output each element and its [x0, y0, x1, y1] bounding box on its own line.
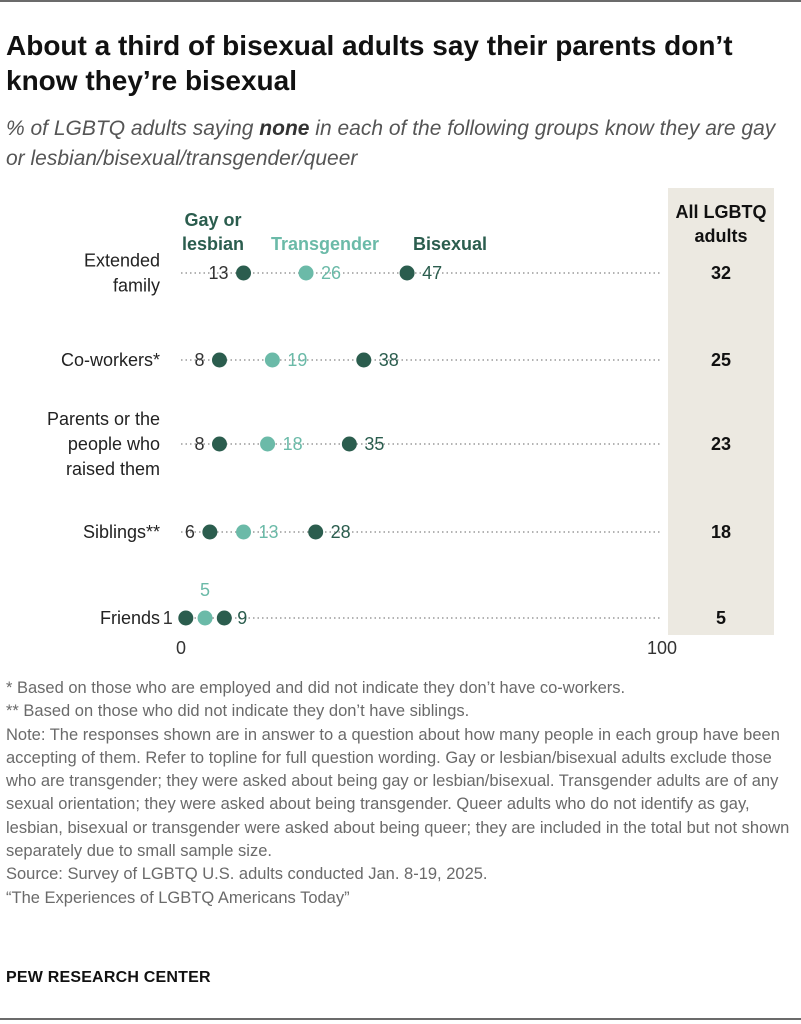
data-label: 6	[185, 522, 195, 542]
report-title-note: “The Experiences of LGBTQ Americans Toda…	[6, 888, 350, 907]
top-rule	[0, 0, 801, 2]
total-value: 32	[711, 263, 731, 283]
total-value: 5	[716, 608, 726, 628]
data-label: 35	[364, 434, 384, 454]
category-label: Co-workers*	[61, 350, 160, 370]
data-point-bisexual	[341, 436, 357, 452]
data-point-bisexual	[308, 524, 324, 540]
x-tick-label: 0	[176, 638, 186, 658]
category-label: people who	[68, 434, 160, 454]
notes-section: * Based on those who are employed and di…	[6, 677, 796, 910]
data-label: 5	[200, 580, 210, 600]
data-point-gay-lesbian	[202, 524, 218, 540]
data-label: 47	[422, 263, 442, 283]
total-value: 18	[711, 522, 731, 542]
chart-title: About a third of bisexual adults say the…	[6, 30, 733, 96]
total-value: 25	[711, 350, 731, 370]
data-label: 8	[194, 350, 204, 370]
legend-label: lesbian	[182, 234, 244, 254]
data-point-bisexual	[356, 352, 372, 368]
category-label: raised them	[66, 459, 160, 479]
data-point-gay-lesbian	[236, 265, 252, 281]
category-label: Parents or the	[47, 409, 160, 429]
data-point-gay-lesbian	[211, 352, 227, 368]
source-note: Source: Survey of LGBTQ U.S. adults cond…	[6, 865, 488, 884]
data-label: 19	[287, 350, 307, 370]
category-label: Siblings**	[83, 522, 160, 542]
data-point-transgender	[197, 610, 213, 626]
data-label: 13	[259, 522, 279, 542]
data-point-transgender	[260, 436, 276, 452]
data-point-bisexual	[399, 265, 415, 281]
data-point-gay-lesbian	[178, 610, 194, 626]
data-label: 28	[331, 522, 351, 542]
data-label: 1	[163, 608, 173, 628]
category-label: family	[113, 276, 160, 296]
legend-label: Bisexual	[413, 234, 487, 254]
data-point-bisexual	[216, 610, 232, 626]
chart-subtitle: % of LGBTQ adults saying none in each of…	[6, 114, 786, 174]
bottom-rule	[0, 1018, 801, 1020]
data-label: 8	[194, 434, 204, 454]
data-point-transgender	[264, 352, 280, 368]
data-label: 9	[237, 608, 247, 628]
data-point-transgender	[298, 265, 314, 281]
total-column-header: adults	[694, 226, 747, 246]
total-column-header: All LGBTQ	[676, 202, 767, 222]
legend-label: Transgender	[271, 234, 379, 254]
data-label: 13	[208, 263, 228, 283]
dot-plot-chart: All LGBTQ adults Gay or lesbian Transgender B…	[47, 188, 774, 658]
total-column-panel	[668, 188, 774, 635]
category-label: Friends	[100, 608, 160, 628]
subtitle-text: % of LGBTQ adults saying	[6, 117, 260, 140]
pew-research-logo-text: PEW RESEARCH CENTER	[6, 969, 211, 986]
legend-label: Gay or	[184, 210, 241, 230]
data-point-gay-lesbian	[211, 436, 227, 452]
data-point-transgender	[236, 524, 252, 540]
subtitle-emphasis: none	[259, 117, 310, 140]
x-tick-label: 100	[647, 638, 677, 658]
footnote-coworkers: * Based on those who are employed and di…	[6, 679, 626, 697]
methodology-note: Note: The responses shown are in answer …	[6, 725, 790, 861]
category-label: Extended	[84, 251, 160, 271]
footnote-siblings: ** Based on those who did not indicate t…	[6, 702, 470, 721]
total-value: 23	[711, 434, 731, 454]
subtitle-text-end: in each of the following groups know the…	[6, 117, 776, 170]
data-label: 18	[283, 434, 303, 454]
data-label: 38	[379, 350, 399, 370]
data-label: 26	[321, 263, 341, 283]
